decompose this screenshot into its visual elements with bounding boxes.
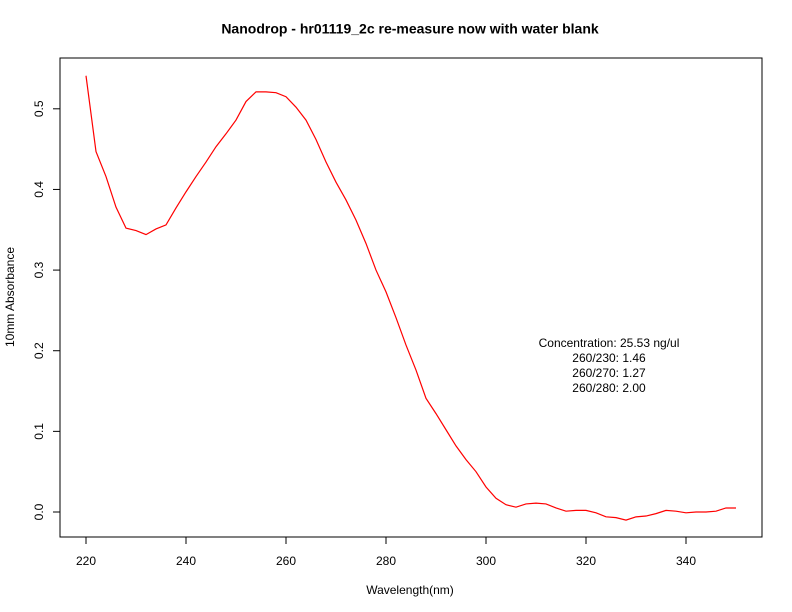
y-tick-label: 0.5 <box>32 100 46 117</box>
y-tick-label: 0.3 <box>32 261 46 278</box>
data-line <box>85 75 736 521</box>
annotation: 260/270: 1.27 <box>572 366 646 380</box>
y-tick-label: 0.2 <box>32 342 46 359</box>
plot-frame <box>59 57 763 538</box>
x-tick-label: 240 <box>176 554 196 568</box>
chart-title: Nanodrop - hr01119_2c re-measure now wit… <box>221 21 599 37</box>
y-axis-label: 10mm Absorbance <box>3 247 17 347</box>
x-tick-label: 300 <box>476 554 496 568</box>
y-tick-label: 0.1 <box>32 423 46 440</box>
x-tick-label: 260 <box>276 554 296 568</box>
x-tick-label: 340 <box>676 554 696 568</box>
annotation: Concentration: 25.53 ng/ul <box>539 336 680 350</box>
annotation: 260/230: 1.46 <box>572 351 646 365</box>
annotation: 260/280: 2.00 <box>572 381 646 395</box>
x-tick-label: 320 <box>576 554 596 568</box>
x-tick-label: 280 <box>376 554 396 568</box>
y-tick-label: 0.0 <box>32 503 46 520</box>
x-tick-label: 220 <box>76 554 96 568</box>
x-axis-label: Wavelength(nm) <box>366 583 454 597</box>
y-tick-label: 0.4 <box>32 181 46 198</box>
